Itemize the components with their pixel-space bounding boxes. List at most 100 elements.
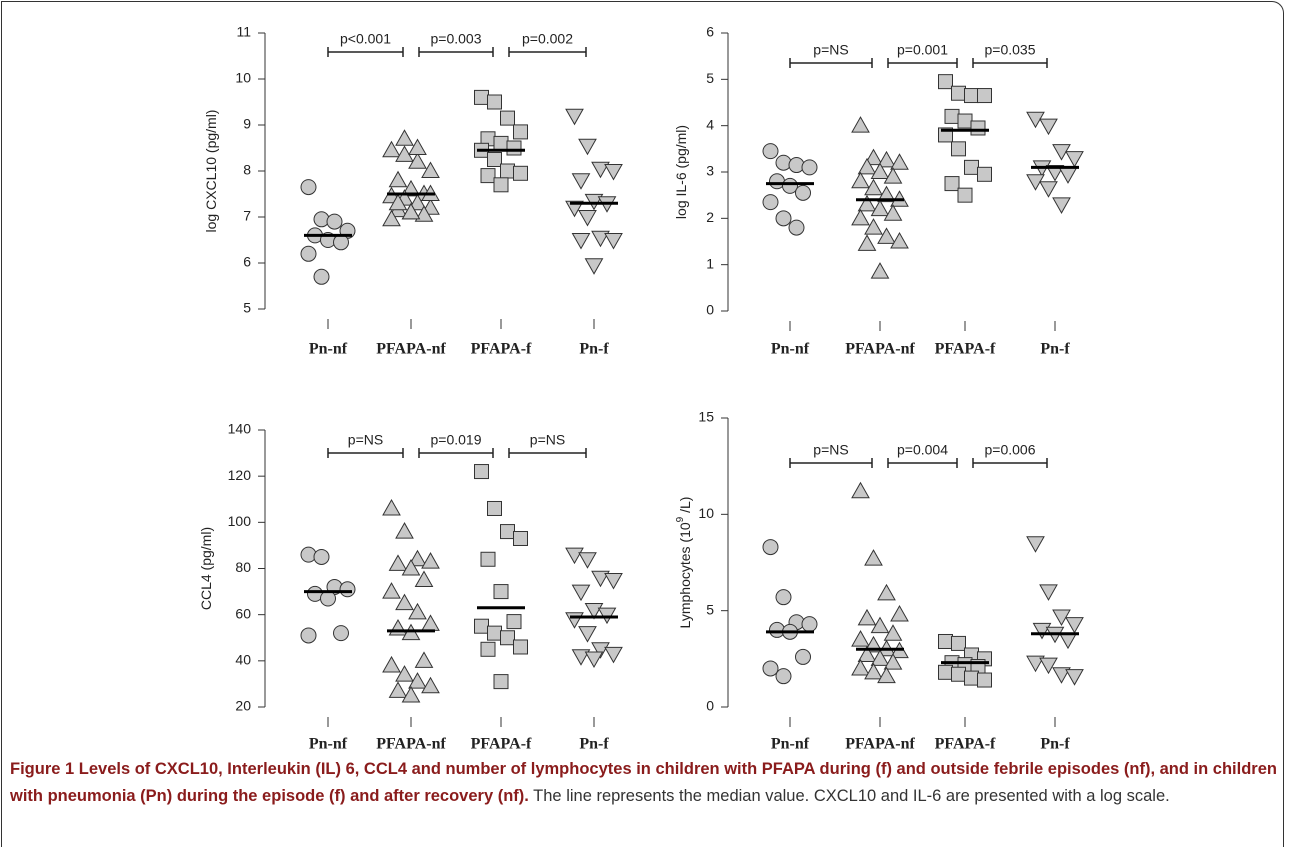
point <box>382 140 401 158</box>
y-tick-label: 0 <box>706 302 714 318</box>
y-tick-label: 3 <box>706 163 714 179</box>
p-value: p=0.006 <box>985 442 1036 458</box>
point <box>938 664 953 680</box>
point <box>977 88 992 104</box>
point <box>493 177 509 193</box>
point <box>408 672 427 689</box>
point <box>1039 181 1058 198</box>
y-tick-label: 10 <box>235 70 251 86</box>
point <box>951 635 966 651</box>
point <box>775 589 792 606</box>
point <box>388 681 408 698</box>
point <box>857 194 877 212</box>
point <box>565 547 584 565</box>
point <box>877 227 896 244</box>
point <box>414 651 434 668</box>
point <box>1065 151 1084 168</box>
point <box>762 539 779 556</box>
point <box>421 552 440 569</box>
y-axis-label: Lymphocytes (109 /L) <box>675 497 693 629</box>
y-tick-label: 4 <box>706 116 714 132</box>
point <box>877 583 896 601</box>
point <box>408 152 427 169</box>
x-tick-label: PFAPA-nf <box>376 341 446 358</box>
y-tick-label: 2 <box>706 209 714 225</box>
point <box>584 603 604 620</box>
point <box>870 649 890 666</box>
point <box>775 154 792 171</box>
point <box>591 570 610 588</box>
point <box>591 230 610 248</box>
x-tick-label: PFAPA-nf <box>845 341 915 358</box>
point <box>578 210 597 227</box>
point <box>388 193 408 211</box>
point <box>1065 669 1084 686</box>
point <box>513 639 528 655</box>
point <box>864 148 883 166</box>
point <box>1058 632 1078 650</box>
x-tick-label: PFAPA-nf <box>376 736 446 753</box>
y-axis-label-part: CCL4 (pg/ml) <box>198 527 214 610</box>
y-tick-label: 100 <box>228 513 252 529</box>
point <box>584 651 604 669</box>
x-tick-label: Pn-nf <box>309 341 348 358</box>
point <box>604 164 623 181</box>
p-value: p=NS <box>813 442 848 458</box>
point <box>951 666 966 682</box>
point <box>883 653 903 670</box>
point <box>395 665 414 682</box>
point <box>414 570 434 588</box>
point <box>382 655 401 673</box>
point <box>944 108 960 124</box>
point <box>313 268 330 285</box>
point <box>578 138 597 156</box>
point <box>487 625 502 641</box>
point <box>571 649 591 666</box>
point <box>300 627 317 644</box>
point <box>1065 617 1084 634</box>
point <box>313 211 330 228</box>
point <box>977 672 992 688</box>
point <box>857 608 877 626</box>
point <box>313 548 330 565</box>
point <box>1058 167 1078 184</box>
x-tick-label: Pn-f <box>579 341 609 358</box>
point <box>801 159 818 176</box>
point <box>864 549 883 566</box>
point <box>333 625 349 642</box>
p-value: p=0.004 <box>897 442 948 458</box>
point <box>480 168 496 184</box>
point <box>883 624 903 641</box>
point <box>578 552 597 569</box>
y-axis-label-part: Lymphocytes (10 <box>677 522 693 628</box>
point <box>1039 584 1058 601</box>
point <box>864 178 883 196</box>
p-value: p=0.035 <box>985 42 1036 58</box>
point <box>401 685 421 703</box>
point <box>604 573 623 590</box>
point <box>571 233 591 250</box>
point <box>408 193 427 211</box>
point <box>1052 667 1071 684</box>
point <box>801 616 818 633</box>
x-tick-label: Pn-nf <box>309 736 348 753</box>
point <box>788 157 805 174</box>
point <box>857 234 877 251</box>
point <box>883 204 903 221</box>
point <box>326 213 343 230</box>
x-tick-label: PFAPA-nf <box>845 736 915 753</box>
point <box>388 619 408 636</box>
point <box>578 626 597 643</box>
point <box>395 129 414 146</box>
y-axis-label-part: log IL-6 (pg/ml) <box>673 125 689 219</box>
point <box>565 200 584 218</box>
point <box>944 176 960 192</box>
point <box>408 138 427 155</box>
point <box>877 150 896 168</box>
y-tick-label: 7 <box>243 208 251 224</box>
point <box>1039 657 1058 675</box>
point <box>851 116 870 133</box>
y-axis-label-part: /L) <box>677 497 693 517</box>
point <box>388 554 408 571</box>
